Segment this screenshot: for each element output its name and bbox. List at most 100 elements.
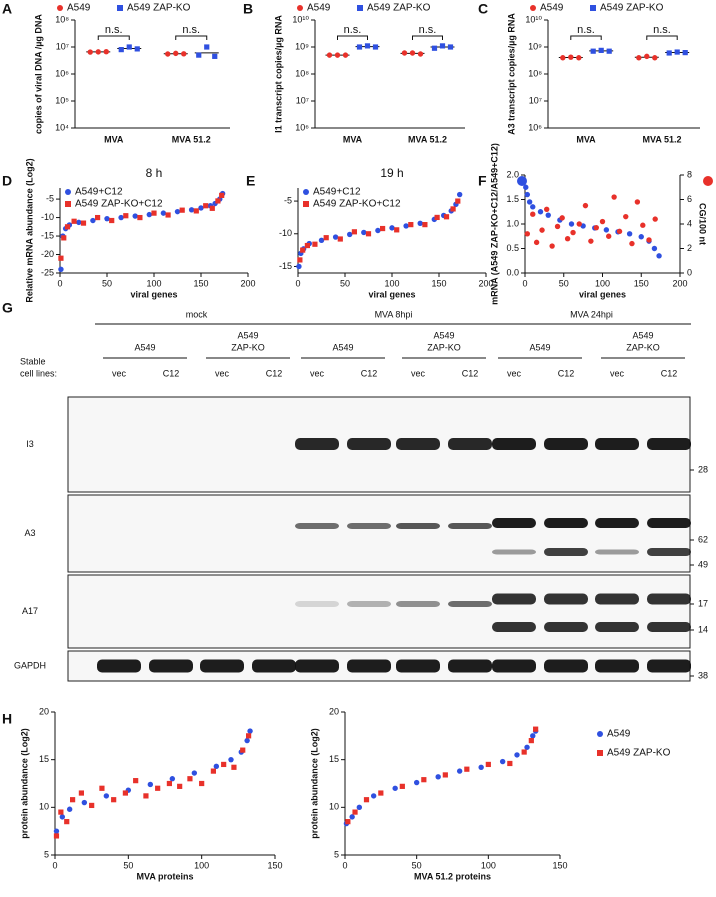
legend-marker [357,5,363,11]
point [636,55,642,61]
band [492,593,536,605]
point [342,52,349,58]
panel-label: D [2,173,12,189]
subgroup-label: A549 [237,330,258,340]
point [244,737,250,744]
subgroup-label: ZAP-KO [231,342,265,352]
point [81,799,88,806]
y-tick-label: 10⁴ [55,122,69,132]
point [215,198,221,204]
point [196,52,202,58]
y-tick-label: 10¹⁰ [292,14,309,24]
point [304,242,310,249]
y-tick-label: -15 [41,230,54,240]
point [616,228,623,235]
band [595,438,639,450]
x-tick-label: 150 [431,278,446,288]
point [345,819,351,825]
x-axis-label: viral genes [368,289,415,299]
point [118,214,124,221]
point [528,738,534,744]
y-axis-label: mRNA (A549 ZAP-KO+C12/A549+C12) [489,143,499,305]
point [530,204,536,210]
band [295,438,339,450]
point [228,756,234,763]
point [417,51,424,57]
y-tick-label: 0.5 [506,243,519,253]
y-tick-label: -10 [41,212,54,222]
point [126,44,132,50]
y-axis-label: A3 transcript copies/µg RNA [506,13,516,135]
legend-marker [303,201,309,207]
x-tick-label: 150 [267,860,282,870]
point [408,222,414,228]
point [173,50,179,57]
point [78,790,84,796]
row-label: A3 [24,528,35,538]
y-tick-label: 10⁸ [295,68,309,78]
point [191,770,198,776]
point [337,236,343,242]
y-tick-label: 20 [39,706,49,716]
point [61,235,67,241]
point [576,221,582,227]
point [204,44,210,50]
row-label: cell lines: [20,368,57,378]
point [312,241,318,247]
point [450,206,456,212]
x-tick-label: 50 [412,860,422,870]
point [58,809,64,815]
legend-marker [65,201,71,207]
point [181,51,187,57]
y-tick-label: -15 [279,261,292,271]
point [435,774,441,780]
point [297,257,303,263]
band [647,593,691,605]
bracket [412,35,443,40]
x-tick-label: 50 [123,860,133,870]
point [389,225,395,231]
x-tick-label: 0 [342,860,347,870]
point [53,828,60,834]
point [564,236,571,242]
point [413,779,420,786]
x-tick-label: 0 [522,278,527,288]
legend-label: A549 ZAP-KO+C12 [313,199,401,210]
band [544,548,588,556]
point [646,237,652,243]
x-tick-label: 100 [595,278,610,288]
legend-marker [297,5,303,11]
marker-label: 28 [698,464,708,474]
point [58,255,64,261]
point [76,219,82,226]
point [554,223,561,230]
point [103,793,110,799]
y-tick-label: 10⁶ [528,122,542,132]
band [595,622,639,632]
point [521,749,527,755]
point [203,203,209,209]
y-tick-label: 10 [39,802,49,812]
legend-label: A549 ZAP-KO [600,3,664,14]
point [439,43,446,49]
point [160,210,167,216]
annotation: n.s. [653,24,671,36]
y2-tick-label: 4 [687,218,692,228]
point [90,217,96,224]
legend-marker [597,731,603,737]
point [568,221,575,227]
annotation: n.s. [182,24,200,36]
point [58,266,64,273]
y-tick-label: 10⁶ [295,122,309,132]
point [213,763,220,770]
point [221,761,227,768]
lane-label: C12 [661,368,678,378]
group-label: MVA 8hpi [375,309,413,319]
lane-label: C12 [558,368,575,378]
point [364,43,371,49]
x-tick-label: MVA [104,134,124,144]
point [95,49,101,55]
point [356,44,363,50]
legend-marker [597,750,603,756]
point [147,781,154,788]
